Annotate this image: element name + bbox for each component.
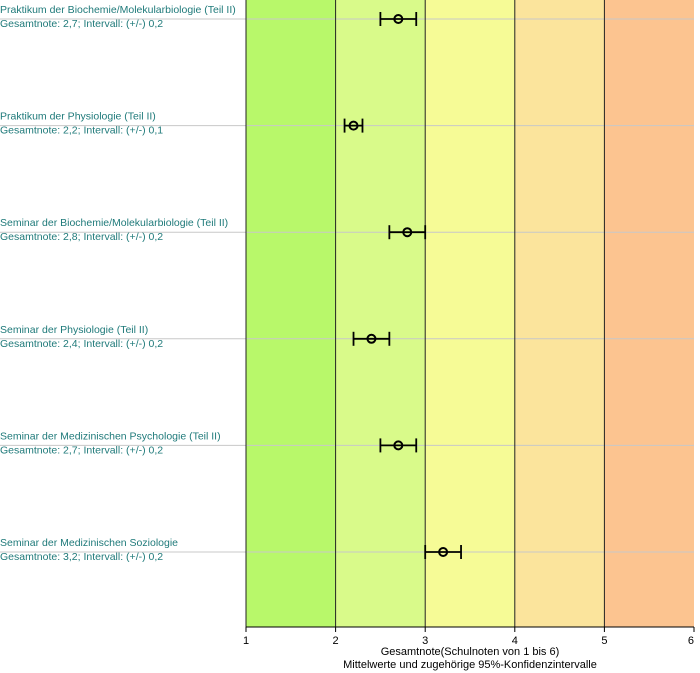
x-tick-label: 3 (422, 635, 428, 647)
x-tick-label: 4 (512, 635, 518, 647)
mean-point (348, 120, 359, 131)
x-axis-title: Gesamtnote(Schulnoten von 1 bis 6) (381, 646, 560, 658)
row-note-text: Gesamtnote: 2,4; Intervall: (+/-) 0,2 (0, 338, 163, 350)
x-tick-label: 1 (243, 635, 249, 647)
row-note-text: Gesamtnote: 2,7; Intervall: (+/-) 0,2 (0, 18, 163, 30)
chart-subtitle: Mittelwerte und zugehörige 95%-Konfidenz… (343, 659, 597, 671)
mean-point (402, 227, 413, 238)
row-title: Seminar der Physiologie (Teil II) (0, 324, 148, 336)
row-title: Seminar der Medizinischen Psychologie (T… (0, 430, 221, 442)
band-dividers (245, 0, 605, 627)
grade-band-5 (604, 0, 694, 627)
row-note-text: Gesamtnote: 3,2; Intervall: (+/-) 0,2 (0, 551, 163, 563)
row-note-text: Gesamtnote: 2,2; Intervall: (+/-) 0,1 (0, 125, 163, 137)
grade-bands (246, 0, 694, 627)
x-axis: 1 2 3 4 5 6 (243, 626, 695, 647)
row-title: Praktikum der Physiologie (Teil II) (0, 111, 156, 123)
x-tick-label: 2 (333, 635, 339, 647)
row-title: Praktikum der Biochemie/Molekularbiologi… (0, 4, 236, 16)
row-gridlines (0, 18, 694, 553)
grade-band-2 (335, 0, 426, 627)
grade-band-1 (246, 0, 336, 627)
error-bars (343, 12, 462, 559)
mean-point (438, 547, 449, 557)
row-title: Seminar der Biochemie/Molekularbiologie … (0, 217, 228, 229)
grade-band-4 (514, 0, 605, 627)
mean-point (393, 440, 404, 451)
row-labels: Praktikum der Biochemie/Molekularbiologi… (0, 4, 236, 563)
mean-point (393, 14, 404, 24)
mean-point (366, 333, 377, 344)
x-tick-label: 6 (688, 635, 694, 647)
row-title: Seminar der Medizinischen Soziologie (0, 537, 178, 549)
row-note-text: Gesamtnote: 2,8; Intervall: (+/-) 0,2 (0, 231, 163, 243)
x-tick-label: 5 (601, 635, 607, 647)
grade-band-3 (425, 0, 515, 627)
row-note-text: Gesamtnote: 2,7; Intervall: (+/-) 0,2 (0, 444, 163, 456)
